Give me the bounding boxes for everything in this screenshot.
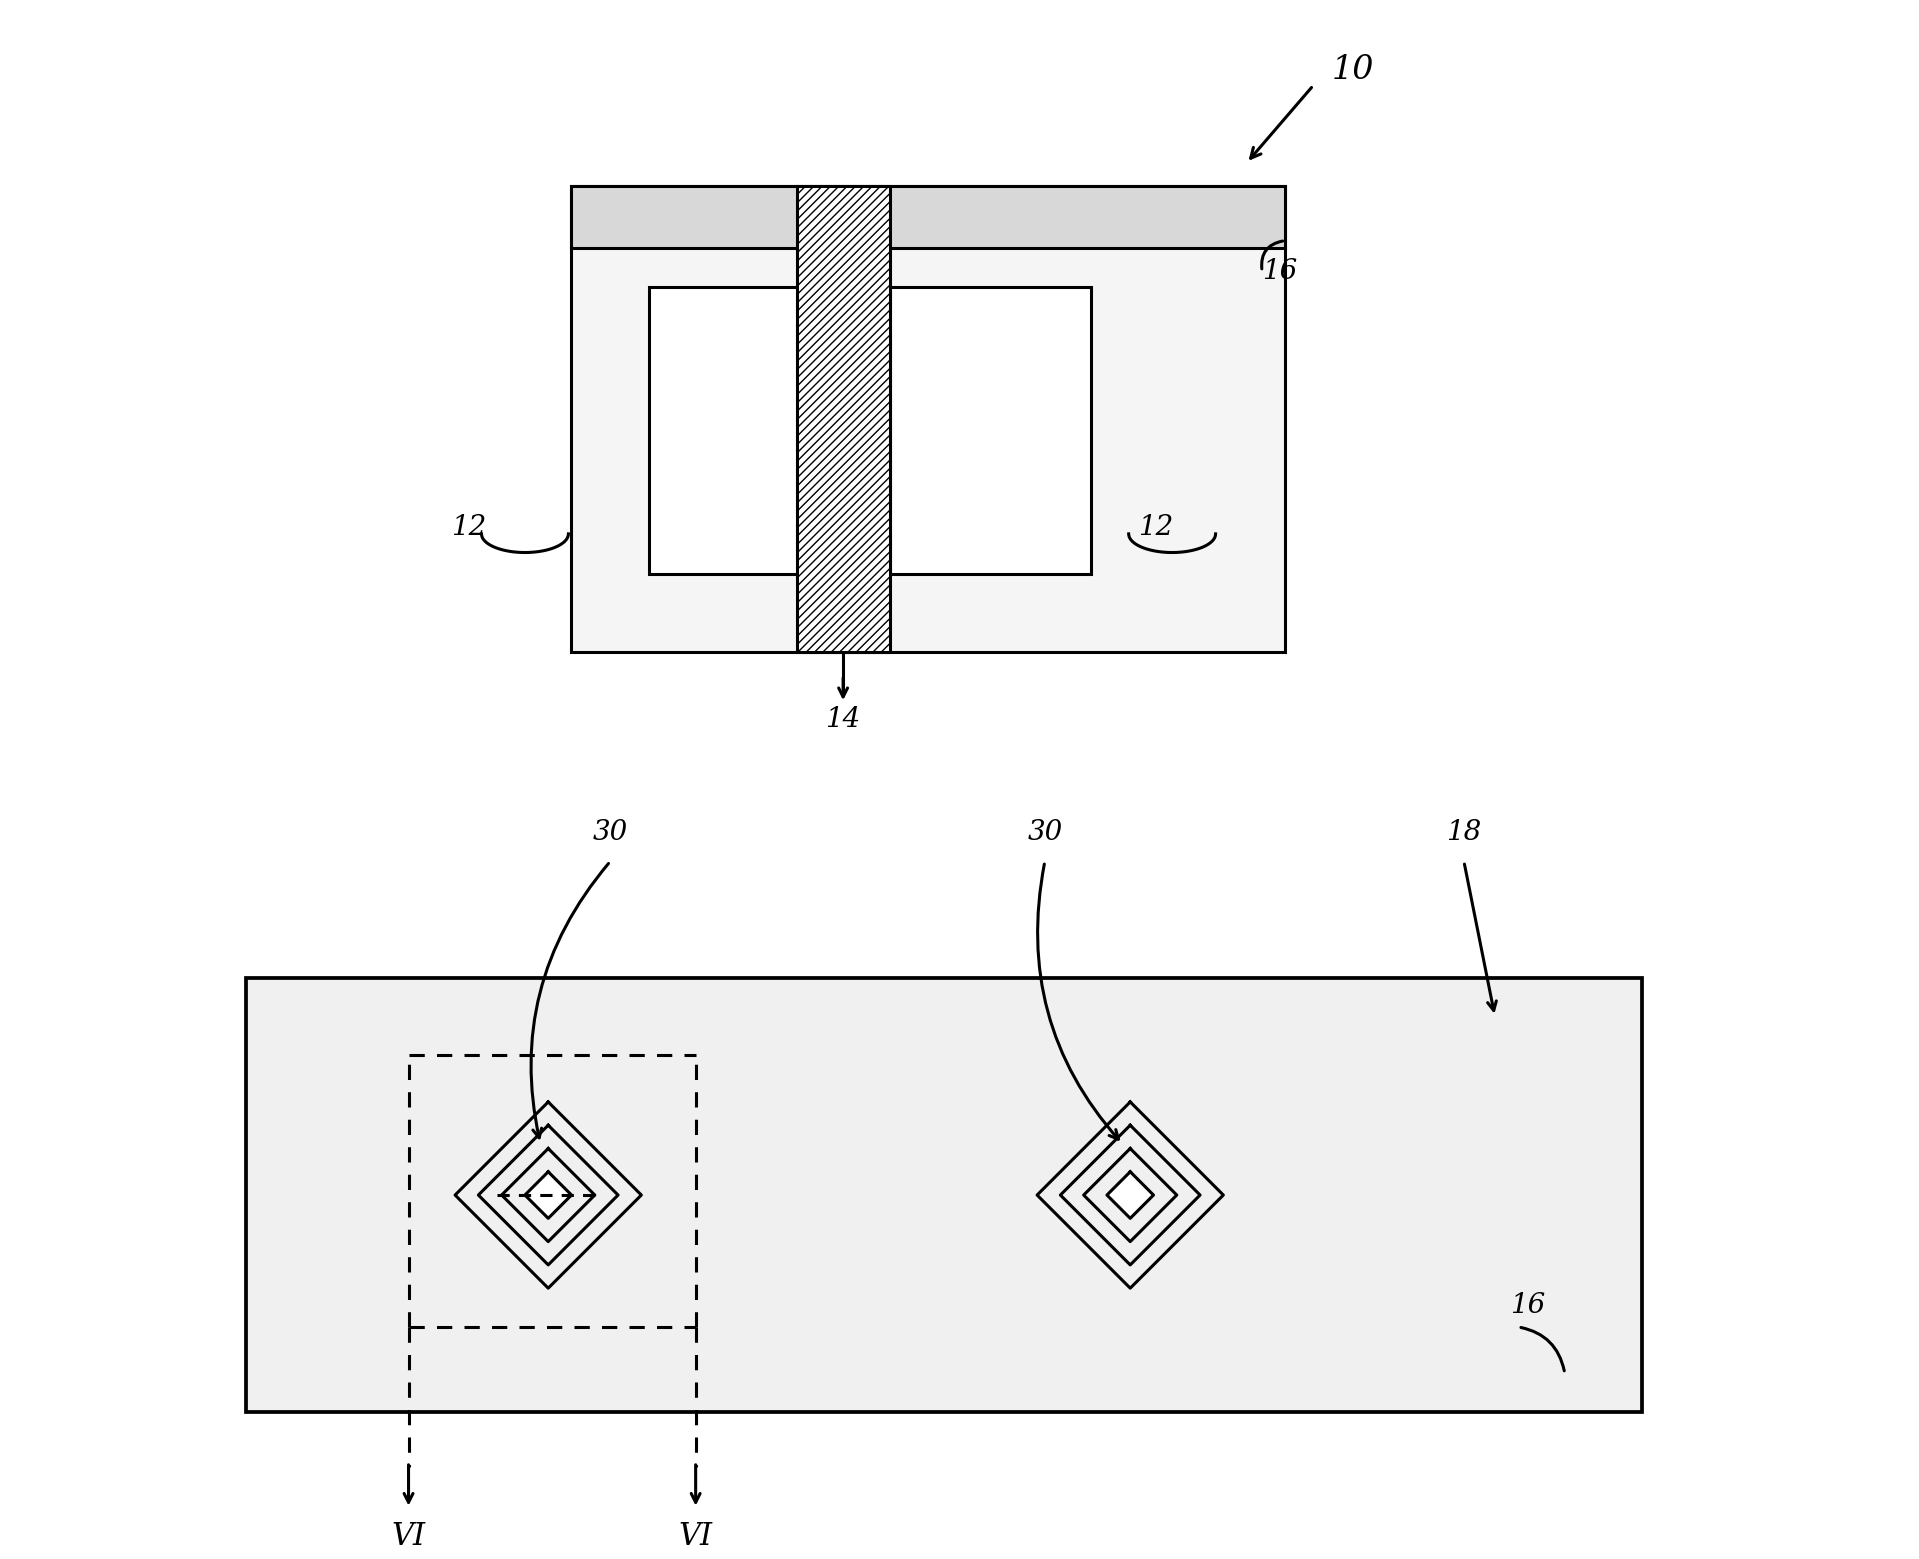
- Bar: [572, 186, 1286, 248]
- Text: 30: 30: [593, 818, 628, 847]
- Text: 16: 16: [1263, 259, 1297, 285]
- Bar: [246, 977, 1643, 1412]
- Text: 30: 30: [1027, 818, 1063, 847]
- Text: 12: 12: [1138, 514, 1173, 541]
- Bar: [890, 287, 1092, 574]
- Bar: [796, 186, 890, 652]
- Text: 16: 16: [1510, 1292, 1545, 1319]
- Text: VI: VI: [679, 1522, 712, 1551]
- Text: 12: 12: [451, 514, 486, 541]
- Text: 18: 18: [1447, 818, 1481, 847]
- Polygon shape: [1107, 1172, 1153, 1218]
- Text: 10: 10: [1332, 55, 1374, 86]
- Text: VI: VI: [391, 1522, 426, 1551]
- Bar: [572, 186, 1286, 652]
- Bar: [649, 287, 850, 574]
- Polygon shape: [526, 1172, 572, 1218]
- Text: 14: 14: [825, 706, 862, 733]
